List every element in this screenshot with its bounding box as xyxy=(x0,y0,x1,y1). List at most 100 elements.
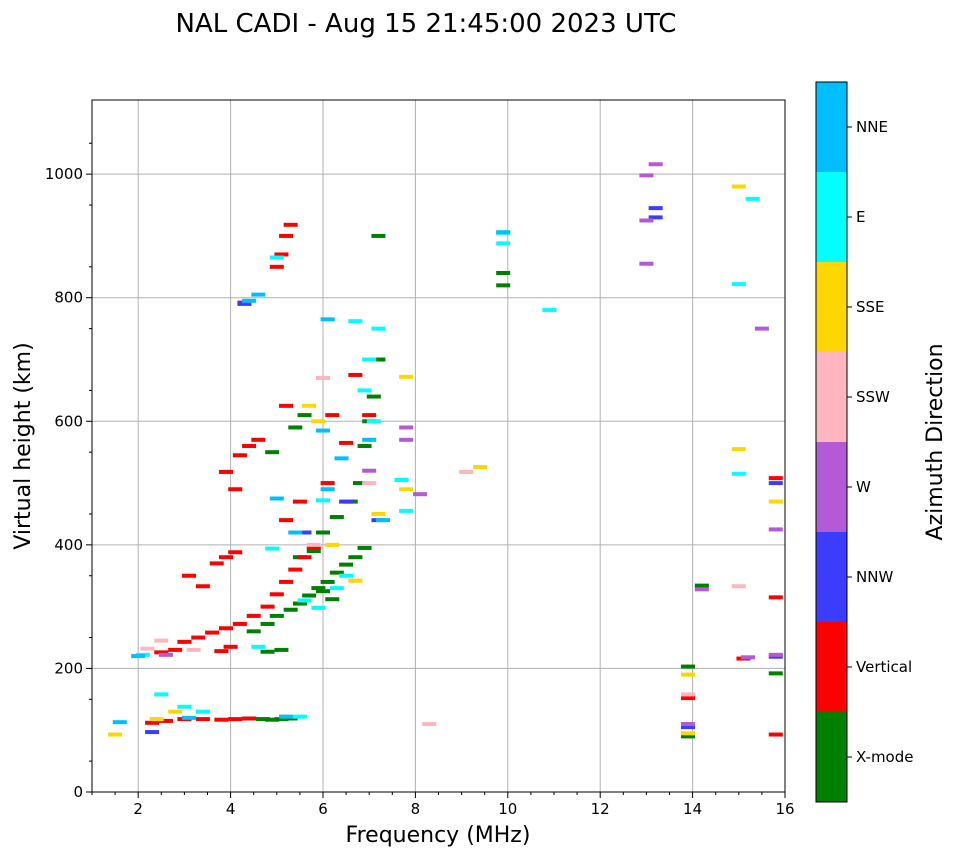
echo-mark-nne xyxy=(320,317,335,322)
echo-mark-e xyxy=(311,605,326,610)
echo-mark-vertical xyxy=(362,413,377,418)
echo-mark-nnw xyxy=(297,530,312,535)
echo-mark-ssw xyxy=(140,646,155,651)
echo-mark-w xyxy=(648,162,663,167)
echo-mark-ssw xyxy=(306,542,321,547)
echo-mark-vertical xyxy=(279,403,294,408)
echo-mark-x-mode xyxy=(288,425,303,430)
echo-mark-x-mode xyxy=(311,586,326,591)
echo-mark-ssw xyxy=(154,638,169,643)
echo-mark-e xyxy=(394,477,409,482)
echo-mark-w xyxy=(639,261,654,266)
echo-mark-sse xyxy=(302,403,317,408)
echo-mark-x-mode xyxy=(348,555,363,560)
echo-mark-x-mode xyxy=(306,549,321,554)
x-axis-label: Frequency (MHz) xyxy=(346,823,531,848)
echo-mark-sse xyxy=(680,731,695,736)
echo-mark-nne xyxy=(334,456,349,461)
echo-mark-w xyxy=(680,722,695,727)
chart-title: NAL CADI - Aug 15 21:45:00 2023 UTC xyxy=(176,9,677,39)
echo-mark-e xyxy=(496,241,511,246)
echo-mark-x-mode xyxy=(694,583,709,588)
y-tick-label: 600 xyxy=(54,412,83,430)
echo-mark-x-mode xyxy=(274,647,289,652)
x-tick-label: 14 xyxy=(683,800,702,818)
echo-mark-x-mode xyxy=(357,444,372,448)
echo-mark-nne xyxy=(316,428,330,433)
echo-mark-e xyxy=(265,546,280,551)
echo-mark-w xyxy=(768,527,783,532)
echo-mark-x-mode xyxy=(339,562,354,567)
echo-mark-x-mode xyxy=(680,734,695,739)
echo-mark-e xyxy=(357,388,372,393)
echo-mark-vertical xyxy=(279,518,294,523)
colorbar-label: SSW xyxy=(856,388,890,406)
echo-mark-w xyxy=(362,468,377,473)
echo-mark-x-mode xyxy=(366,394,381,399)
echo-mark-nne xyxy=(131,654,146,659)
echo-mark-e xyxy=(731,471,746,476)
x-tick-label: 2 xyxy=(133,800,143,818)
colorbar-segment-w xyxy=(816,442,847,532)
echo-mark-nnw xyxy=(768,481,783,486)
echo-mark-w xyxy=(399,437,414,442)
colorbar-frame xyxy=(815,81,848,803)
echo-mark-x-mode xyxy=(255,717,270,722)
echo-mark-x-mode xyxy=(352,481,367,486)
echo-mark-vertical xyxy=(768,476,783,481)
echo-mark-nne xyxy=(242,298,257,303)
echo-mark-e xyxy=(731,282,746,287)
x-tick-label: 4 xyxy=(226,800,236,818)
echo-mark-sse xyxy=(399,487,414,492)
echo-mark-sse xyxy=(399,374,414,379)
echo-mark-vertical xyxy=(214,717,229,722)
echo-mark-vertical xyxy=(768,732,783,737)
echo-mark-vertical xyxy=(214,649,229,654)
echo-mark-x-mode xyxy=(325,597,340,602)
echo-mark-w xyxy=(754,326,769,331)
echo-mark-vertical xyxy=(260,604,275,609)
echo-mark-vertical xyxy=(251,437,266,442)
echo-mark-nne xyxy=(112,720,127,725)
echo-mark-x-mode xyxy=(246,629,261,634)
plot-background xyxy=(92,100,785,792)
colorbar-title: Azimuth Direction xyxy=(923,343,948,540)
echo-mark-vertical xyxy=(768,595,783,600)
echo-mark-vertical xyxy=(306,545,321,550)
echo-mark-vertical xyxy=(288,567,303,572)
colorbar-segment-sse xyxy=(816,262,847,352)
echo-mark-x-mode xyxy=(357,545,372,550)
echo-mark-e xyxy=(399,508,414,513)
echo-mark-vertical xyxy=(242,716,257,721)
echo-mark-vertical xyxy=(680,696,695,701)
echo-mark-x-mode xyxy=(496,271,511,275)
echo-mark-e xyxy=(251,644,266,649)
echo-mark-vertical xyxy=(223,644,238,649)
echo-mark-nnw xyxy=(680,725,695,730)
echo-mark-x-mode xyxy=(283,607,298,612)
echo-mark-ssw xyxy=(422,722,437,727)
echo-mark-x-mode xyxy=(371,357,386,362)
x-tick-label: 6 xyxy=(318,800,328,818)
echo-mark-vertical xyxy=(269,264,284,269)
echo-mark-e xyxy=(348,319,363,324)
echo-mark-vertical xyxy=(292,499,307,504)
echo-mark-w xyxy=(768,652,783,657)
y-tick-label: 1000 xyxy=(45,165,83,183)
echo-mark-vertical xyxy=(218,626,233,631)
echo-mark-ssw xyxy=(362,481,377,486)
echo-mark-e xyxy=(316,498,330,503)
echo-mark-nne xyxy=(362,437,377,442)
echo-mark-vertical xyxy=(283,222,298,227)
plot-area: 2 4 6 8 10 12 14 16 0 200 400 600 800 1000 xyxy=(45,99,795,818)
echo-mark-w xyxy=(694,587,709,592)
data-marks xyxy=(108,162,783,739)
echo-mark-x-mode xyxy=(329,570,344,575)
echo-mark-sse xyxy=(325,542,340,547)
echo-mark-vertical xyxy=(339,440,354,445)
echo-mark-w xyxy=(158,652,173,657)
echo-mark-x-mode xyxy=(269,613,284,618)
colorbar-label: NNE xyxy=(856,118,888,136)
echo-mark-nnw xyxy=(237,301,252,306)
